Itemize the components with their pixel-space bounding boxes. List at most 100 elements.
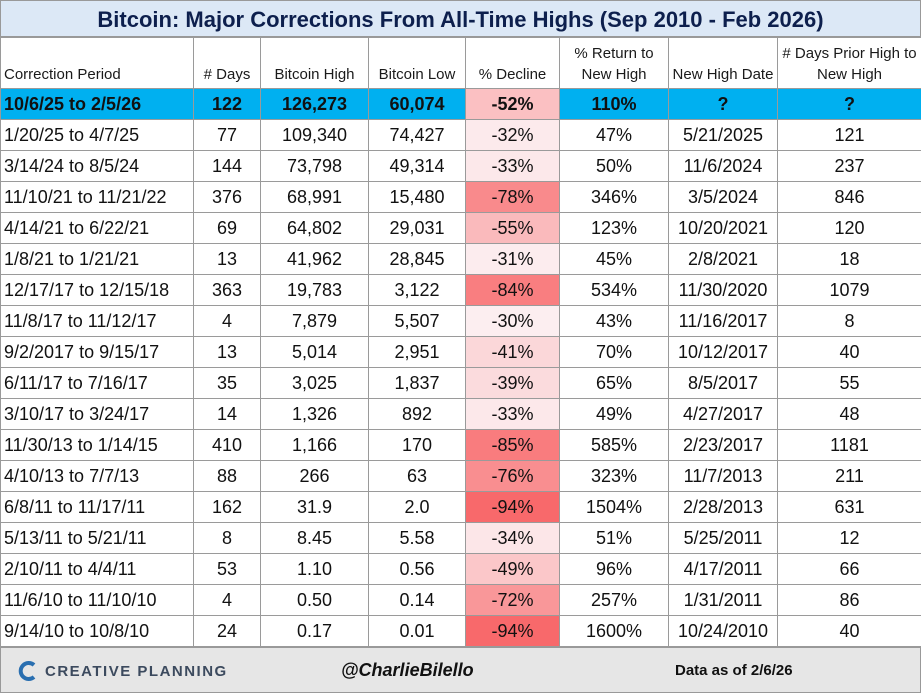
decline-cell: -34%: [466, 523, 560, 554]
table-cell: 10/12/2017: [669, 337, 778, 368]
table-cell: 4/10/13 to 7/7/13: [1, 461, 194, 492]
table-cell: 110%: [560, 89, 669, 120]
table-cell: 3/10/17 to 3/24/17: [1, 399, 194, 430]
table-cell: 4/27/2017: [669, 399, 778, 430]
decline-cell: -85%: [466, 430, 560, 461]
table-cell: 15,480: [369, 182, 466, 213]
table-cell: 3/5/2024: [669, 182, 778, 213]
table-cell: 51%: [560, 523, 669, 554]
table-cell: 69: [194, 213, 261, 244]
header-cell: % Return to New High: [560, 38, 669, 89]
table-cell: 120: [778, 213, 921, 244]
table-cell: ?: [669, 89, 778, 120]
table-cell: 0.14: [369, 585, 466, 616]
table-cell: 4/14/21 to 6/22/21: [1, 213, 194, 244]
table-cell: 2/23/2017: [669, 430, 778, 461]
table-cell: 1/8/21 to 1/21/21: [1, 244, 194, 275]
table-cell: 40: [778, 616, 921, 647]
table-cell: 162: [194, 492, 261, 523]
table-cell: 1504%: [560, 492, 669, 523]
table-cell: 1,837: [369, 368, 466, 399]
table-cell: 122: [194, 89, 261, 120]
table-cell: 1181: [778, 430, 921, 461]
table-cell: 11/7/2013: [669, 461, 778, 492]
table-cell: 50%: [560, 151, 669, 182]
table-cell: 88: [194, 461, 261, 492]
footer: CREATIVE PLANNING @CharlieBilello Data a…: [0, 647, 921, 693]
table-cell: 60,074: [369, 89, 466, 120]
table-cell: 585%: [560, 430, 669, 461]
table-cell: 5.58: [369, 523, 466, 554]
table-cell: 10/20/2021: [669, 213, 778, 244]
decline-cell: -33%: [466, 151, 560, 182]
table-cell: 73,798: [261, 151, 369, 182]
table-cell: 237: [778, 151, 921, 182]
decline-cell: -78%: [466, 182, 560, 213]
table-cell: 35: [194, 368, 261, 399]
table-cell: 121: [778, 120, 921, 151]
table-cell: 31.9: [261, 492, 369, 523]
table-cell: 11/6/2024: [669, 151, 778, 182]
table-cell: 1.10: [261, 554, 369, 585]
table-cell: 24: [194, 616, 261, 647]
table-cell: 123%: [560, 213, 669, 244]
table-cell: 64,802: [261, 213, 369, 244]
table-cell: 49%: [560, 399, 669, 430]
table-cell: 1079: [778, 275, 921, 306]
table-cell: 6/11/17 to 7/16/17: [1, 368, 194, 399]
table-cell: 410: [194, 430, 261, 461]
header-cell: # Days Prior High to New High: [778, 38, 921, 89]
table-cell: 12/17/17 to 12/15/18: [1, 275, 194, 306]
table-cell: 11/16/2017: [669, 306, 778, 337]
table-cell: 29,031: [369, 213, 466, 244]
decline-cell: -84%: [466, 275, 560, 306]
decline-cell: -72%: [466, 585, 560, 616]
table-cell: 74,427: [369, 120, 466, 151]
table-cell: 266: [261, 461, 369, 492]
table-cell: 13: [194, 337, 261, 368]
table-cell: 5,507: [369, 306, 466, 337]
table-cell: 45%: [560, 244, 669, 275]
table-cell: 363: [194, 275, 261, 306]
table-cell: 7,879: [261, 306, 369, 337]
decline-cell: -76%: [466, 461, 560, 492]
table-cell: 2/10/11 to 4/4/11: [1, 554, 194, 585]
table-cell: 346%: [560, 182, 669, 213]
table-cell: 211: [778, 461, 921, 492]
table-cell: 11/6/10 to 11/10/10: [1, 585, 194, 616]
table-cell: 4/17/2011: [669, 554, 778, 585]
table-cell: 19,783: [261, 275, 369, 306]
table-cell: 4: [194, 585, 261, 616]
table-cell: 3,025: [261, 368, 369, 399]
table-cell: 2,951: [369, 337, 466, 368]
table-cell: 43%: [560, 306, 669, 337]
table-cell: 126,273: [261, 89, 369, 120]
table-cell: 376: [194, 182, 261, 213]
header-cell: # Days: [194, 38, 261, 89]
decline-cell: -41%: [466, 337, 560, 368]
table-cell: 96%: [560, 554, 669, 585]
table-cell: 10/24/2010: [669, 616, 778, 647]
decline-cell: -49%: [466, 554, 560, 585]
table-cell: 323%: [560, 461, 669, 492]
